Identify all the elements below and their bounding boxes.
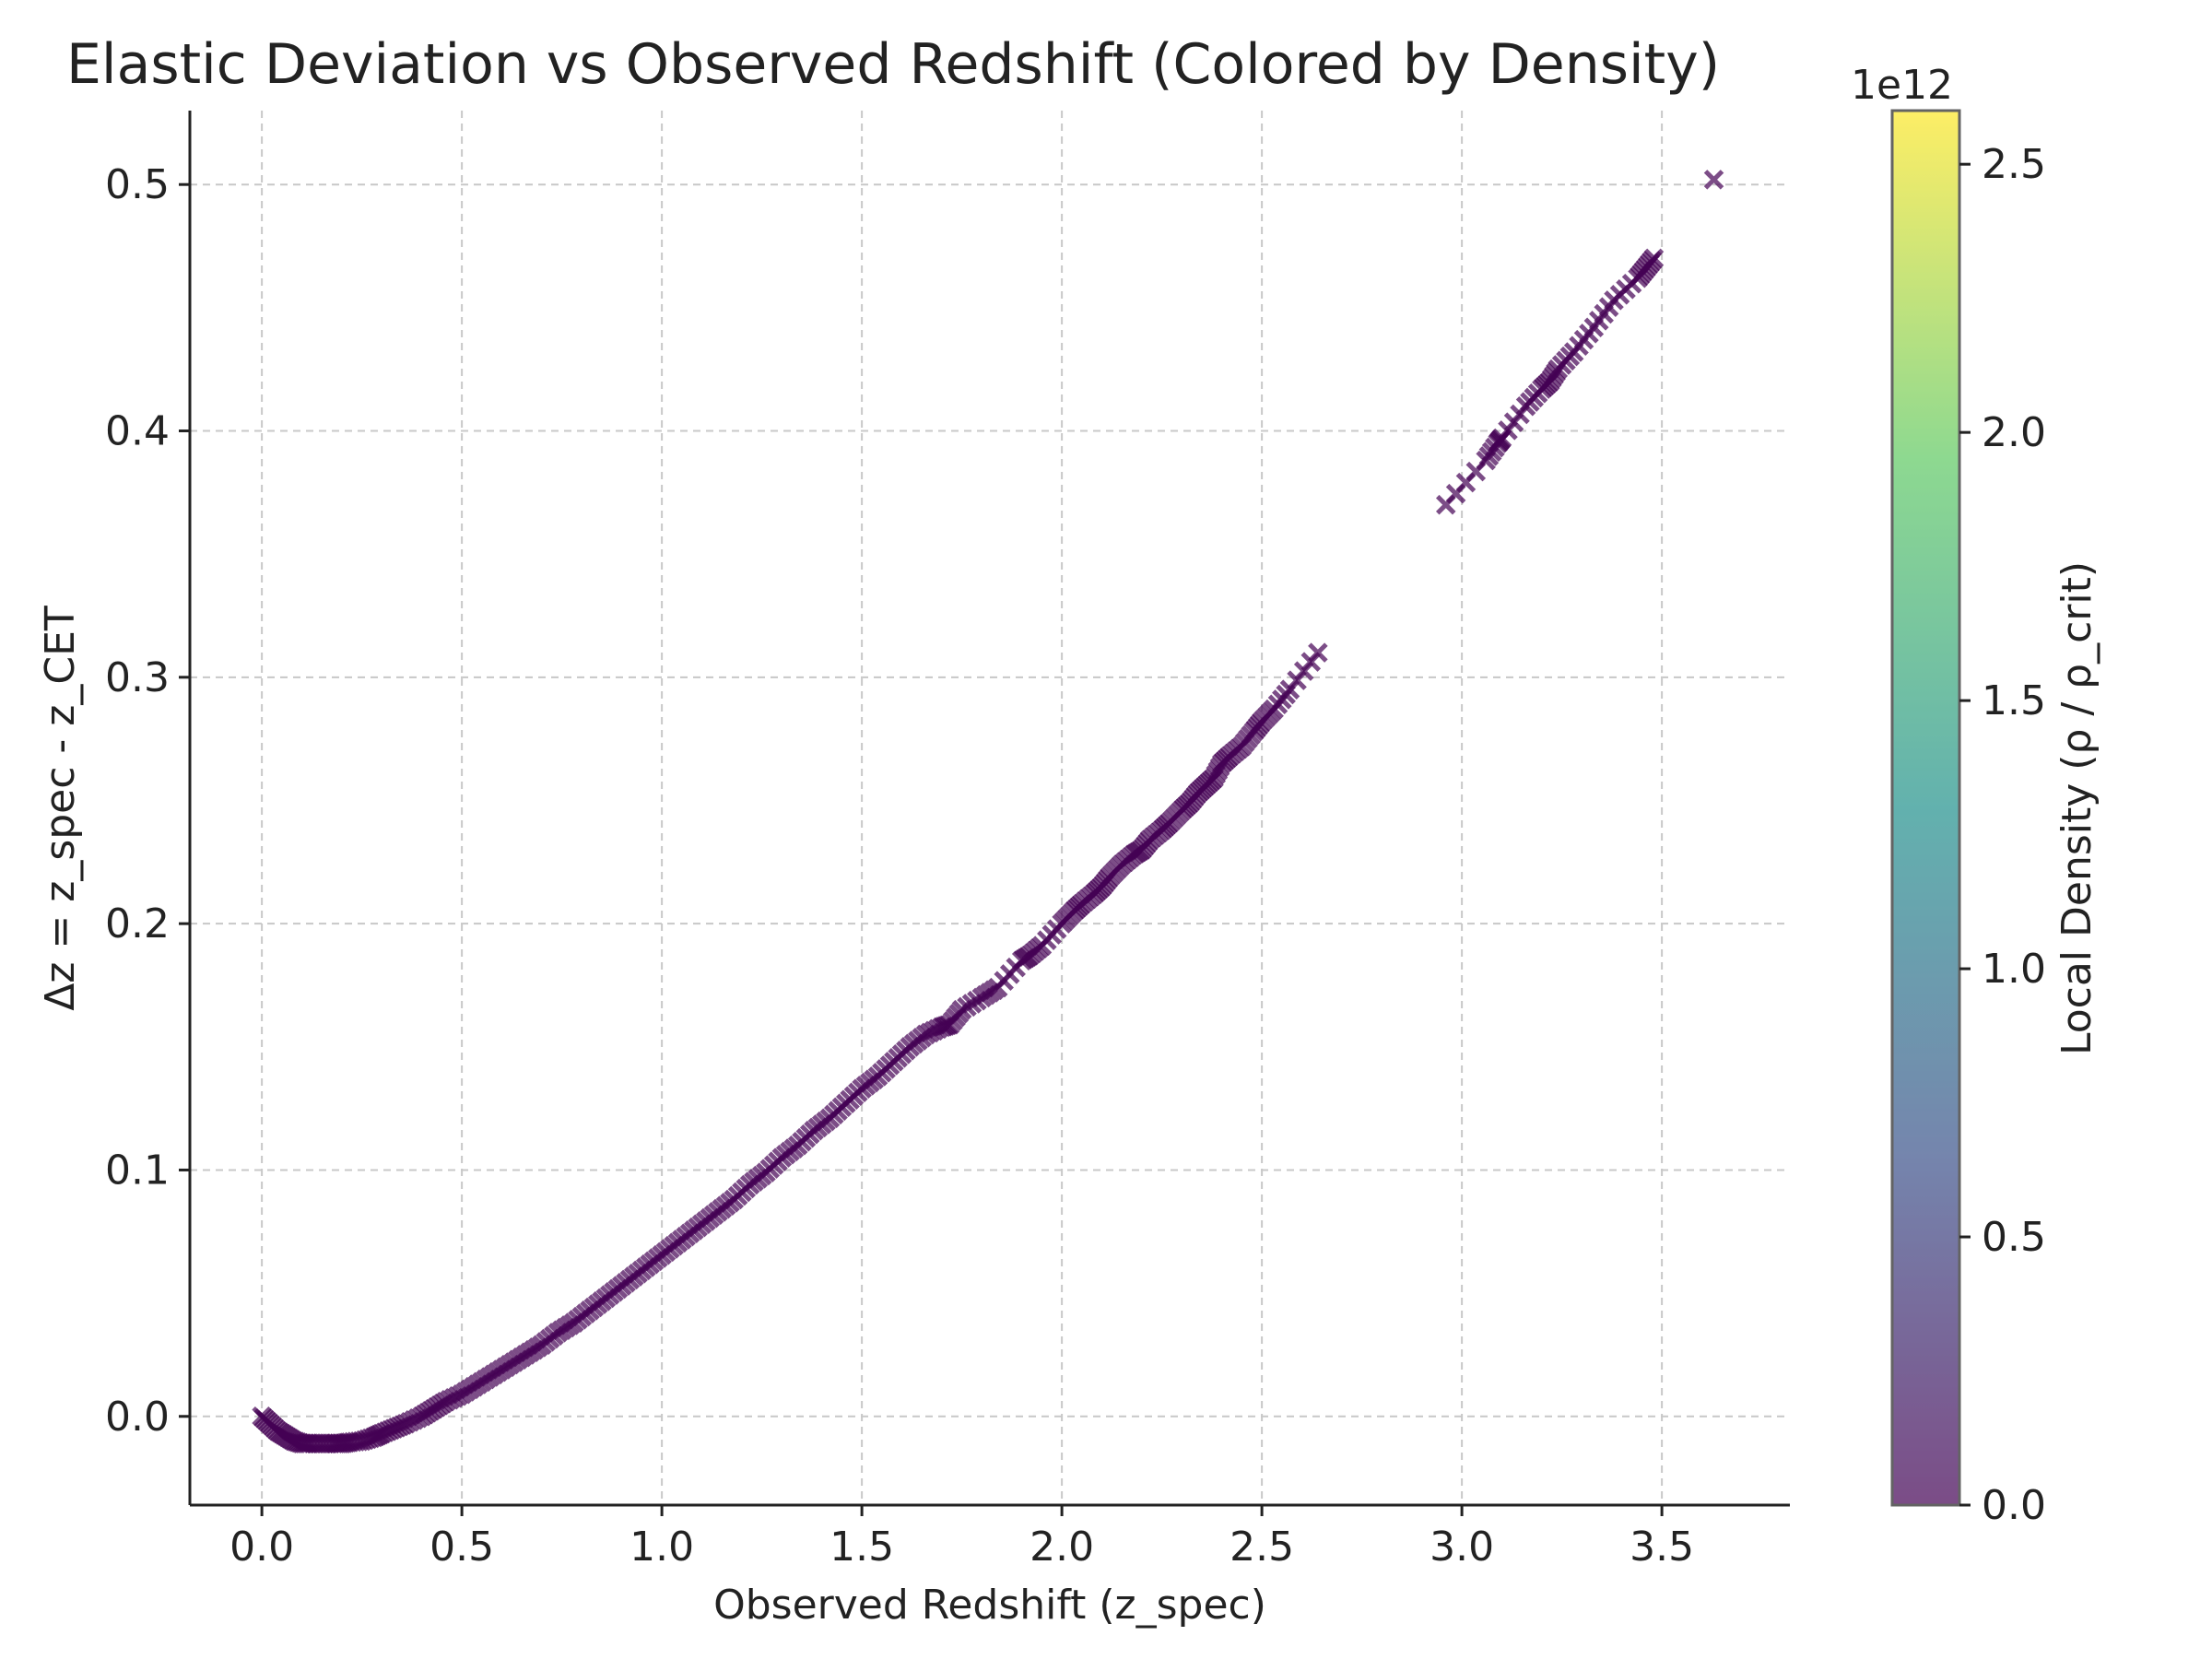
y-axis-ticks: 0.0 0.1 0.2 0.3 0.4 0.5 <box>105 161 190 1441</box>
colorbar-offset-text: 1e12 <box>1851 62 1953 109</box>
x-tick-label: 1.0 <box>629 1524 694 1571</box>
x-tick-label: 1.5 <box>830 1524 894 1571</box>
data-point <box>1465 461 1487 482</box>
colorbar <box>1890 109 1961 1507</box>
x-tick-label: 0.5 <box>429 1524 494 1571</box>
colorbar-tick-label: 2.0 <box>1982 409 2046 456</box>
y-tick-label: 0.4 <box>105 408 170 455</box>
colorbar-tick-label: 0.5 <box>1982 1214 2046 1261</box>
colorbar-tick-label: 1.0 <box>1982 946 2046 993</box>
y-tick-label: 0.1 <box>105 1147 170 1194</box>
x-tick-label: 2.0 <box>1030 1524 1094 1571</box>
data-points <box>252 170 1724 1453</box>
colorbar-label: Local Density (ρ / ρ_crit) <box>2053 561 2100 1055</box>
x-axis-label: Observed Redshift (z_spec) <box>713 1582 1266 1629</box>
y-tick-label: 0.5 <box>105 161 170 208</box>
colorbar-tick-label: 0.0 <box>1982 1482 2046 1529</box>
y-tick-label: 0.2 <box>105 900 170 947</box>
data-point <box>1300 652 1322 672</box>
colorbar-tick-label: 1.5 <box>1982 677 2046 724</box>
chart-title: Elastic Deviation vs Observed Redshift (… <box>66 32 1720 97</box>
y-axis-label: Δz = z_spec - z_CET <box>37 606 84 1011</box>
colorbar-ticks: 0.0 0.5 1.0 1.5 2.0 2.5 <box>1959 141 2046 1529</box>
x-tick-label: 2.5 <box>1230 1524 1294 1571</box>
grid-lines <box>190 111 1790 1505</box>
data-point <box>967 990 987 1011</box>
x-tick-label: 3.0 <box>1430 1524 1494 1571</box>
data-point <box>1641 251 1663 271</box>
y-tick-label: 0.3 <box>105 654 170 701</box>
x-axis-ticks: 0.0 0.5 1.0 1.5 2.0 2.5 3.0 3.5 <box>229 1505 1694 1571</box>
colorbar-tick-label: 2.5 <box>1982 141 2046 188</box>
x-tick-label: 0.0 <box>229 1524 294 1571</box>
y-tick-label: 0.0 <box>105 1394 170 1441</box>
data-point <box>1703 170 1724 190</box>
x-tick-label: 3.5 <box>1630 1524 1694 1571</box>
